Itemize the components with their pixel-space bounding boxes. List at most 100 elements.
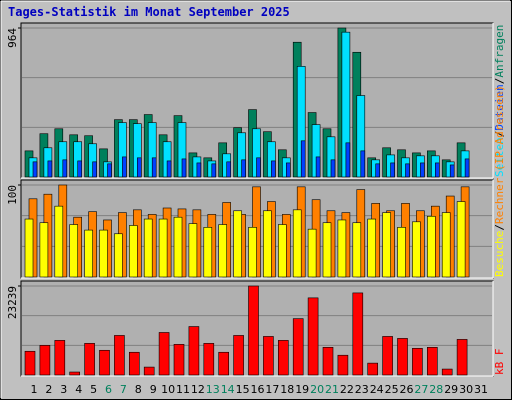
bar [277, 224, 287, 278]
bar [375, 163, 381, 178]
x-tick-label: 22 [340, 383, 354, 396]
bar [337, 219, 347, 278]
legend-entry: Dateien [493, 84, 506, 130]
bar [203, 227, 213, 278]
x-tick-label: 7 [120, 383, 127, 396]
bar [412, 347, 423, 376]
bar [285, 162, 291, 178]
bar [263, 210, 272, 278]
legend-entry: Seiten [493, 137, 506, 177]
bar [382, 336, 393, 376]
y-max-label: 23239 [6, 286, 19, 319]
x-tick-label: 25 [385, 383, 399, 396]
legend-separator: / [493, 78, 506, 85]
bar [352, 292, 364, 376]
bar [218, 224, 227, 278]
x-tick-label: 24 [370, 383, 384, 396]
bar [84, 229, 93, 278]
bar [367, 218, 377, 278]
x-tick-label: 17 [265, 383, 279, 396]
bar [248, 227, 257, 278]
x-tick-label: 9 [150, 383, 157, 396]
bar [92, 161, 97, 178]
legend: Seiten/Dateien/Anfragen [493, 25, 506, 177]
bar [114, 233, 123, 278]
bar [241, 159, 246, 178]
bar [456, 339, 468, 376]
bar [181, 158, 187, 178]
bar [456, 201, 466, 278]
x-tick-label: 6 [105, 383, 112, 396]
x-tick-label: 16 [251, 383, 265, 396]
bar [426, 215, 436, 278]
bar [412, 221, 421, 278]
x-tick-label: 5 [90, 383, 97, 396]
bar [99, 229, 108, 278]
y-max-label: 100 [6, 185, 19, 205]
legend-entry: Besuche [493, 231, 506, 277]
x-tick-label: 14 [221, 383, 235, 396]
bar [143, 366, 155, 376]
bar [188, 223, 198, 278]
bar [77, 160, 82, 178]
bar [32, 161, 38, 178]
x-tick-label: 31 [474, 383, 488, 396]
bar [99, 349, 110, 376]
bar [39, 345, 51, 376]
bar [158, 218, 168, 278]
bar [196, 162, 202, 178]
bar [352, 222, 362, 278]
x-tick-label: 10 [161, 383, 175, 396]
bar [441, 368, 453, 376]
bar [233, 335, 244, 376]
x-tick-label: 21 [325, 383, 339, 396]
bar [397, 338, 408, 376]
bar [337, 354, 349, 376]
x-tick-label: 15 [236, 383, 250, 396]
bar [382, 212, 391, 278]
x-tick-label: 13 [206, 383, 220, 396]
bar [390, 162, 395, 178]
x-tick-label: 23 [355, 383, 369, 396]
bar [166, 160, 172, 178]
x-tick-label: 8 [135, 383, 142, 396]
x-tick-label: 26 [400, 383, 414, 396]
bar [129, 225, 138, 278]
bar [47, 160, 53, 178]
bar [271, 160, 276, 178]
bar [62, 159, 68, 178]
bar [233, 210, 242, 278]
bar [420, 162, 425, 178]
bar [292, 209, 302, 278]
x-tick-label: 12 [191, 383, 205, 396]
x-tick-label: 30 [459, 383, 473, 396]
bar [188, 326, 200, 376]
bar [307, 297, 319, 376]
bar [263, 336, 274, 376]
bar [173, 216, 183, 278]
bar [54, 205, 64, 278]
bar [330, 159, 336, 178]
bar [129, 351, 140, 376]
x-tick-label: 4 [75, 383, 82, 396]
bar [434, 162, 440, 178]
x-tick-label: 3 [60, 383, 67, 396]
bar [426, 347, 438, 376]
x-tick-label: 11 [176, 383, 190, 396]
bar [84, 343, 95, 376]
bar [203, 343, 215, 376]
bar [69, 371, 80, 376]
bar [158, 332, 170, 376]
bar [345, 142, 351, 178]
bar [315, 156, 321, 178]
bar [218, 351, 229, 376]
bar [24, 218, 34, 278]
y-max-label: 964 [6, 28, 19, 48]
bar [143, 218, 153, 278]
bar [307, 228, 317, 278]
bar [211, 163, 217, 178]
bar [137, 157, 142, 178]
bar [360, 150, 366, 178]
bar [300, 140, 306, 178]
